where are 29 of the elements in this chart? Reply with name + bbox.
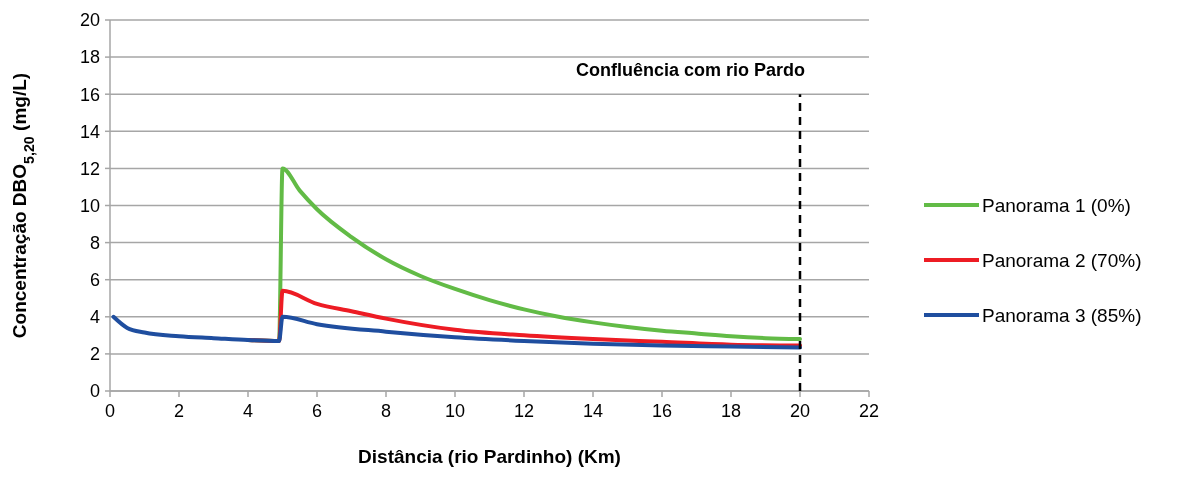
x-tick-label: 16 [651,401,673,421]
y-tick-label: 18 [79,47,100,68]
x-tick-label: 6 [311,401,323,421]
y-tick-label: 8 [89,232,100,253]
y-tick-label: 6 [89,270,100,290]
x-tick-label: 18 [720,401,742,421]
y-tick-label: 0 [89,381,100,402]
x-tick-label: 14 [582,401,604,421]
y-tick-label: 16 [79,84,100,105]
legend-label: Panorama 3 (85%) [982,304,1142,326]
y-tick-label: 4 [89,307,100,328]
ref-line-label: Confluência com rio Pardo [575,59,805,80]
y-tick-label: 2 [89,344,100,365]
x-tick-label: 8 [380,401,392,421]
line-series [111,314,802,350]
x-tick-label: 22 [858,401,880,421]
x-axis-title: Distância (rio Pardinho) (Km) [358,446,621,467]
legend-label: Panorama 2 (70%) [982,249,1142,271]
y-tick-label: 14 [79,121,100,142]
legend-label: Panorama 1 (0%) [982,194,1131,216]
y-tick-label: 20 [79,10,100,31]
x-tick-label: 12 [513,401,535,421]
y-tick-label: 10 [79,195,100,216]
y-tick-label: 12 [79,158,100,179]
x-tick-label: 10 [444,401,466,421]
x-tick-label: 20 [789,401,811,421]
x-tick-label: 2 [173,401,185,421]
x-tick-label: 4 [242,401,254,421]
x-tick-label: 0 [104,401,116,421]
